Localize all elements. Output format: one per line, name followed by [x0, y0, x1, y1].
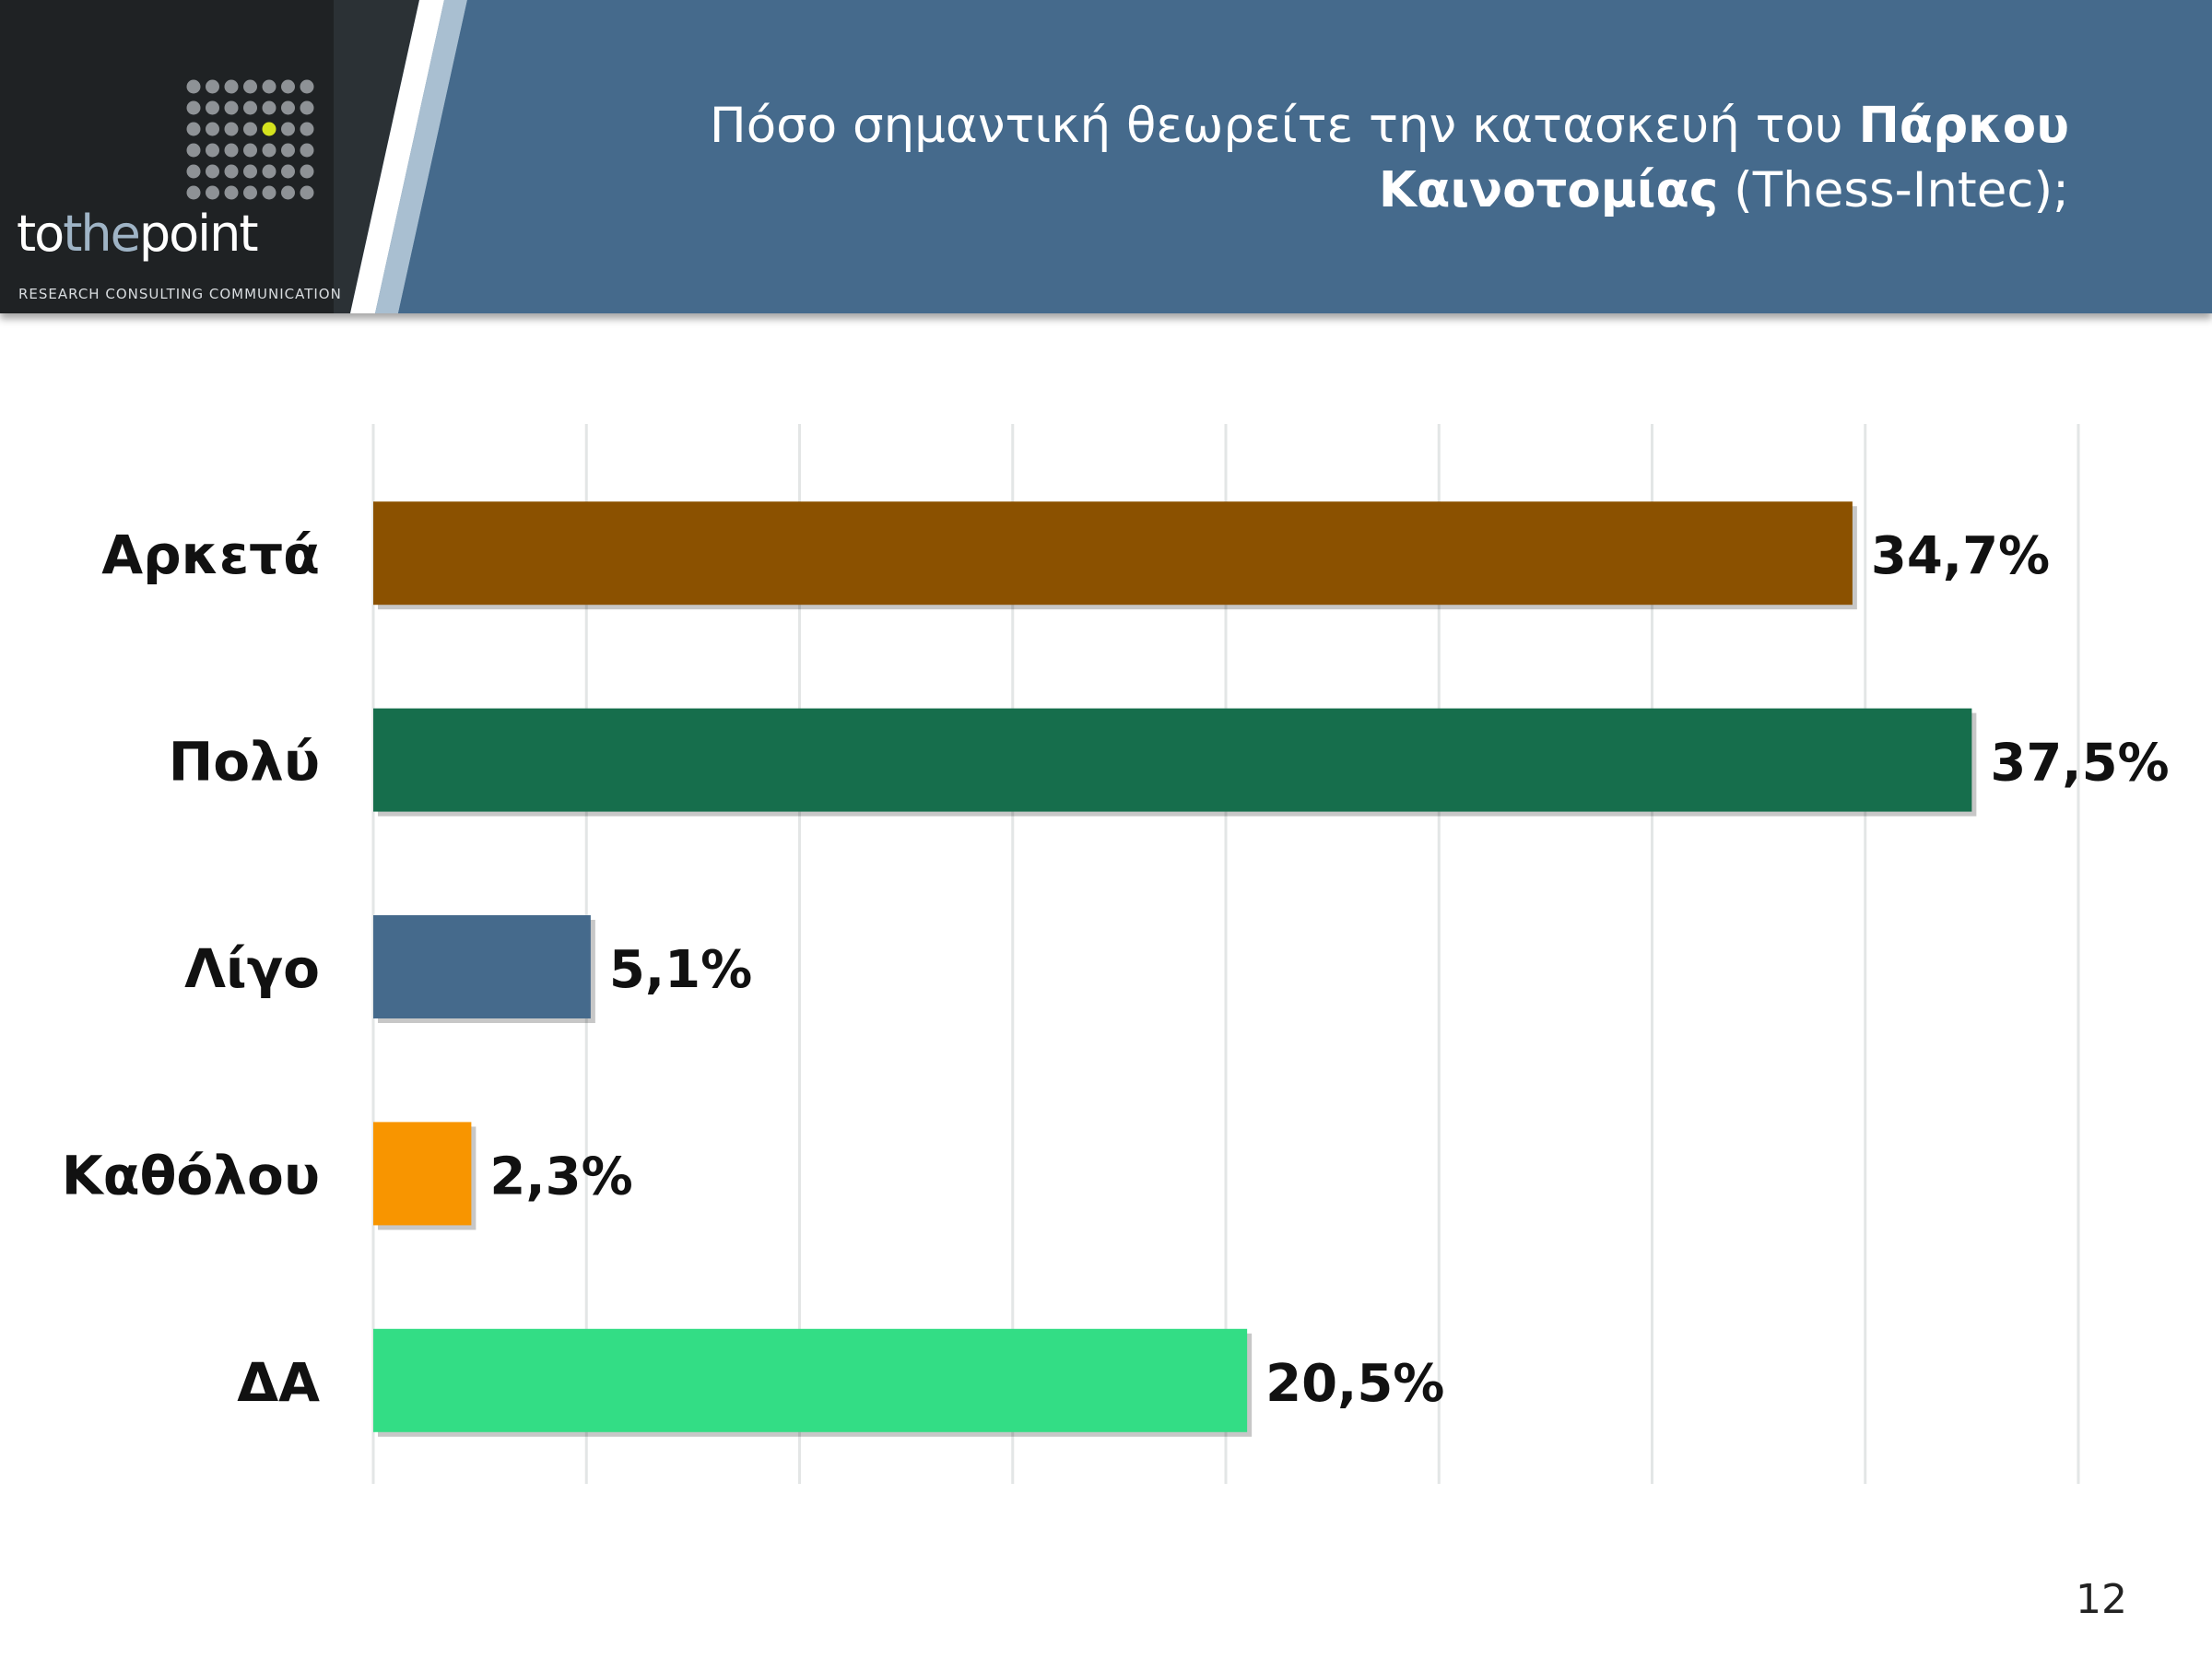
title-text-part1: Πόσο σημαντική θεωρείτε την κατασκευή το… [709, 98, 1859, 154]
logo-dot [206, 100, 219, 115]
category-label: ΔΑ [237, 1351, 320, 1414]
logo-dot [206, 164, 219, 179]
category-label: Αρκετά [101, 524, 320, 586]
logo-dot [206, 122, 219, 136]
logo-dot [243, 122, 257, 136]
brand-wordmark-prefix: to [17, 205, 65, 263]
logo-dot [186, 79, 201, 94]
logo-dot [243, 79, 257, 94]
logo-dot [281, 164, 295, 179]
brand-wordmark-middle: the [63, 205, 141, 263]
logo-dot [281, 79, 295, 94]
logo-dot [262, 143, 276, 158]
value-label: 34,7% [1871, 526, 2050, 586]
logo-dot [300, 122, 314, 136]
logo-dot [206, 143, 219, 158]
category-label: Πολύ [169, 731, 320, 794]
value-label: 37,5% [1990, 734, 2169, 794]
logo-dot [186, 143, 201, 158]
logo-dot [243, 185, 257, 200]
logo-dot [300, 164, 314, 179]
logo-dot [300, 100, 314, 115]
logo-dot-grid [186, 79, 314, 200]
logo-dot [186, 100, 201, 115]
logo-dot [243, 143, 257, 158]
logo-dot [224, 164, 239, 179]
logo-dot [224, 185, 239, 200]
bar [373, 708, 1972, 812]
logo-dot [224, 100, 239, 115]
title-text-part2: (Thess-Intec); [1718, 162, 2069, 218]
logo-dot [300, 185, 314, 200]
logo-dot [262, 164, 276, 179]
category-label: Λίγο [184, 937, 320, 1000]
brand-wordmark: tothepoint [17, 205, 259, 269]
logo-dot [243, 164, 257, 179]
slide-title: Πόσο σημαντική θεωρείτε την κατασκευή το… [590, 94, 2069, 223]
logo-dot [300, 143, 314, 158]
logo-dot [186, 185, 201, 200]
title-text-bold2: Καινοτομίας [1378, 162, 1719, 218]
logo-dot [281, 185, 295, 200]
bar [373, 1122, 472, 1226]
value-label: 2,3% [489, 1147, 632, 1206]
title-text-bold1: Πάρκου [1858, 98, 2069, 154]
bar [373, 501, 1853, 606]
logo-dot [281, 143, 295, 158]
brand-wordmark-suffix: point [138, 205, 259, 263]
bar [373, 915, 591, 1018]
logo-dot [262, 100, 276, 115]
logo-dot [224, 122, 239, 136]
category-label: Καθόλου [62, 1144, 320, 1206]
logo-dot [262, 79, 276, 94]
logo-dot [262, 185, 276, 200]
value-label: 5,1% [609, 940, 752, 1000]
logo-dot [300, 79, 314, 94]
brand-tagline: RESEARCH CONSULTING COMMUNICATION [18, 286, 342, 302]
logo-dot [243, 100, 257, 115]
value-label: 20,5% [1265, 1354, 1444, 1414]
header-decor-stripes [334, 0, 479, 313]
logo-dot [281, 122, 295, 136]
logo-dot [281, 100, 295, 115]
page-number: 12 [2076, 1576, 2127, 1623]
logo-dot [206, 185, 219, 200]
logo-dot [224, 79, 239, 94]
bar-chart: Αρκετά 34,7% Πολύ 37,5% Λίγο 5,1% Καθόλου 2,3% Δ… [62, 424, 2170, 1484]
bar [373, 1328, 1248, 1432]
logo-panel [0, 0, 334, 313]
logo-accent-dot [262, 122, 276, 136]
logo-dot [224, 143, 239, 158]
logo-dot [186, 164, 201, 179]
logo-dot [186, 122, 201, 136]
logo-dot [206, 79, 219, 94]
